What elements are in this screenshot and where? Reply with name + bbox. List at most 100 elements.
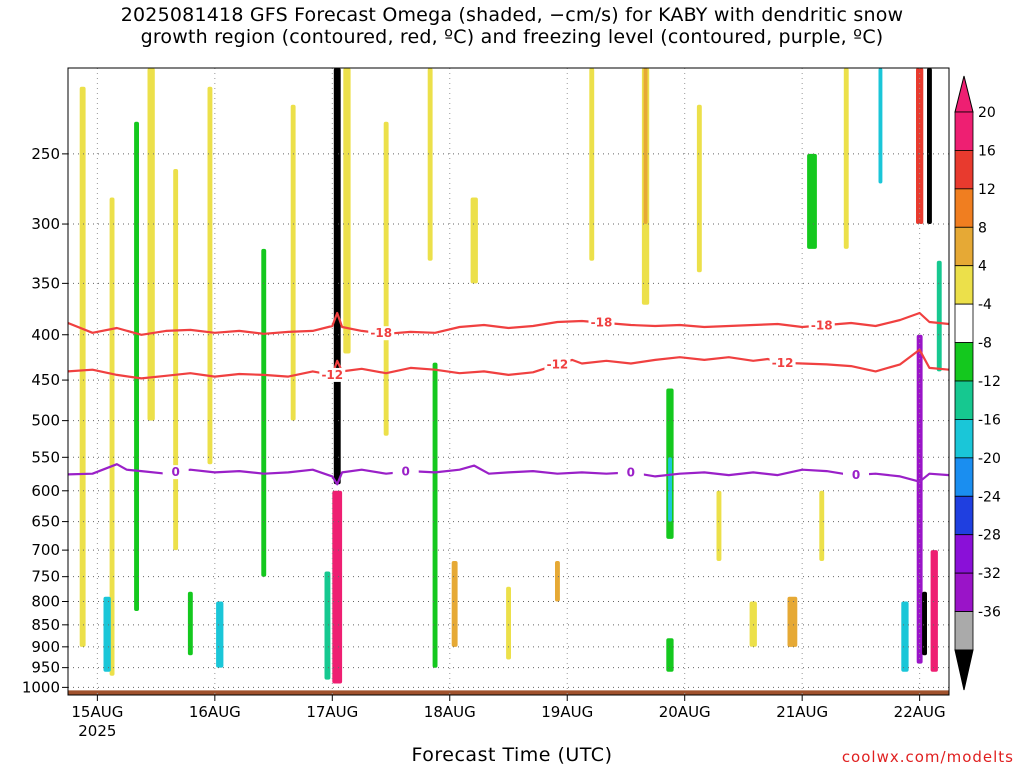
x-tick-label: 20AUG xyxy=(659,703,711,721)
colorbar-bin xyxy=(954,188,974,228)
contour-label-bg xyxy=(808,318,835,333)
omega-cell xyxy=(878,68,883,184)
colorbar-bin xyxy=(954,111,974,151)
colorbar-label: 12 xyxy=(978,182,996,198)
colorbar-label: -16 xyxy=(978,412,1001,428)
y-tick-label: 650 xyxy=(31,513,60,531)
contour-label-bg xyxy=(319,367,346,382)
colorbar-bin xyxy=(954,419,974,459)
omega-cell xyxy=(343,68,351,354)
contour-label: 0 xyxy=(852,468,860,482)
colorbar-bin xyxy=(954,611,974,651)
y-tick-label: 500 xyxy=(31,412,60,430)
contour-label: -12 xyxy=(772,356,794,370)
omega-cell xyxy=(901,601,909,672)
contour-label-bg xyxy=(368,326,395,341)
omega-cell xyxy=(807,153,817,249)
omega-cell xyxy=(432,362,438,668)
colorbar-label: 4 xyxy=(978,259,987,275)
omega-cell xyxy=(555,561,560,602)
omega-cell xyxy=(819,490,825,561)
colorbar-label: -28 xyxy=(978,528,1001,544)
contour-label-bg xyxy=(588,315,615,330)
omega-cell xyxy=(290,104,296,421)
colorbar-max-arrow xyxy=(954,75,974,113)
omega-cell xyxy=(79,86,86,647)
omega-cell xyxy=(643,68,648,224)
x-tick-label: 15AUG xyxy=(71,703,123,721)
y-tick-label: 250 xyxy=(31,145,60,163)
contour-layer: -18 -18 -18 -12 -12 -12 0 0 0 0 xyxy=(67,311,950,486)
contour-line xyxy=(67,463,950,486)
colorbar-label: -32 xyxy=(978,566,1001,582)
y-tick-label: 600 xyxy=(31,482,60,500)
omega-cell xyxy=(451,561,458,647)
omega-cell xyxy=(134,121,139,612)
omega-cell xyxy=(383,121,389,436)
contour-label: 0 xyxy=(402,465,410,479)
contour-label-bg xyxy=(769,355,796,370)
y-tick-label: 350 xyxy=(31,274,60,292)
chart-title-line-1: 2025081418 GFS Forecast Omega (shaded, −… xyxy=(120,4,904,26)
colorbar-bin xyxy=(954,457,974,497)
contour-label: -18 xyxy=(370,326,392,340)
omega-cell xyxy=(696,104,702,273)
x-tick-label: 22AUG xyxy=(894,703,946,721)
contour-label-bg xyxy=(392,464,419,479)
colorbar-bin xyxy=(954,303,974,343)
omega-cell xyxy=(589,68,595,261)
omega-cell xyxy=(427,68,433,261)
y-tick-label: 450 xyxy=(31,371,60,389)
x-tick-label: 18AUG xyxy=(424,703,476,721)
omega-cell xyxy=(103,596,111,672)
colorbar-min-arrow xyxy=(954,649,974,691)
y-tick-label: 300 xyxy=(31,215,60,233)
contour-label: -12 xyxy=(547,357,569,371)
contour-line xyxy=(67,348,950,380)
ground-layer xyxy=(68,690,949,695)
omega-cell xyxy=(930,550,938,672)
omega-cell xyxy=(843,68,849,249)
omega-cell xyxy=(470,197,478,284)
omega-shading-layer xyxy=(79,68,942,684)
colorbar-bin xyxy=(954,534,974,574)
contour-label: -18 xyxy=(591,316,613,330)
x-axis-title: Forecast Time (UTC) xyxy=(411,744,613,766)
colorbar-bin xyxy=(954,495,974,536)
colorbar-bin xyxy=(954,265,974,305)
colorbar-label: -12 xyxy=(978,374,1001,390)
colorbar-label: -8 xyxy=(978,336,992,352)
omega-cell xyxy=(173,169,179,551)
chart-title-line-2: growth region (contoured, red, ºC) and f… xyxy=(140,26,884,48)
y-tick-label: 400 xyxy=(31,326,60,344)
plot-frame xyxy=(67,67,950,696)
omega-cell xyxy=(716,490,722,561)
y-tick-label: 900 xyxy=(31,638,60,656)
omega-cell xyxy=(147,68,155,421)
omega-cell xyxy=(936,260,942,372)
omega-cell xyxy=(109,197,115,676)
colorbar-label: -36 xyxy=(978,605,1001,621)
colorbar-bin xyxy=(954,226,974,267)
contour-label-bg xyxy=(843,467,870,482)
contour-label-bg xyxy=(544,357,571,372)
y-tick-label: 750 xyxy=(31,568,60,586)
contour-label: 0 xyxy=(171,465,179,479)
y-tick-label: 1000 xyxy=(22,678,60,696)
colorbar: 20 16 12 8 4 -4 -8 -12 -16 -20 -24 -28 -32 -36 xyxy=(954,75,1001,691)
colorbar-label: -24 xyxy=(978,489,1001,505)
x-tick-label: 21AUG xyxy=(776,703,828,721)
credit-text: coolwx.com/modelts xyxy=(841,748,1014,766)
ground-band xyxy=(68,690,949,695)
colorbar-label: 16 xyxy=(978,143,996,159)
y-axis: 250 300 350 400 450 500 550 600 650 700 750 800 850 9… xyxy=(22,145,68,696)
omega-cell xyxy=(787,596,798,647)
omega-cell xyxy=(749,601,757,647)
colorbar-bin xyxy=(954,342,974,382)
omega-cell xyxy=(216,601,224,668)
colorbar-bin xyxy=(954,150,974,190)
omega-cell xyxy=(927,68,932,224)
contour-label-bg xyxy=(162,465,189,480)
omega-cell xyxy=(916,68,924,224)
